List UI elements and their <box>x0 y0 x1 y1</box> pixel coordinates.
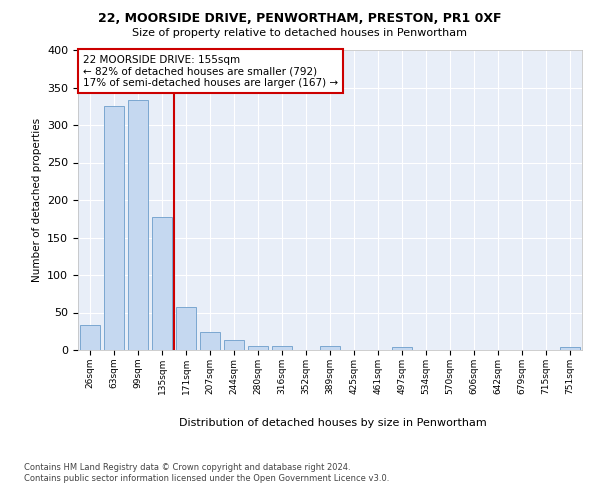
Text: Size of property relative to detached houses in Penwortham: Size of property relative to detached ho… <box>133 28 467 38</box>
Bar <box>248 346 268 350</box>
Bar <box>128 100 148 350</box>
Bar <box>392 347 412 350</box>
Text: Distribution of detached houses by size in Penwortham: Distribution of detached houses by size … <box>179 418 487 428</box>
Bar <box>272 346 292 350</box>
Text: Contains HM Land Registry data © Crown copyright and database right 2024.: Contains HM Land Registry data © Crown c… <box>24 462 350 471</box>
Bar <box>200 332 220 350</box>
Bar <box>224 340 244 350</box>
Text: 22 MOORSIDE DRIVE: 155sqm
← 82% of detached houses are smaller (792)
17% of semi: 22 MOORSIDE DRIVE: 155sqm ← 82% of detac… <box>83 54 338 88</box>
Y-axis label: Number of detached properties: Number of detached properties <box>32 118 41 282</box>
Bar <box>152 216 172 350</box>
Bar <box>104 106 124 350</box>
Text: 22, MOORSIDE DRIVE, PENWORTHAM, PRESTON, PR1 0XF: 22, MOORSIDE DRIVE, PENWORTHAM, PRESTON,… <box>98 12 502 26</box>
Bar <box>320 346 340 350</box>
Bar <box>176 307 196 350</box>
Bar <box>80 325 100 350</box>
Bar <box>560 347 580 350</box>
Text: Contains public sector information licensed under the Open Government Licence v3: Contains public sector information licen… <box>24 474 389 483</box>
